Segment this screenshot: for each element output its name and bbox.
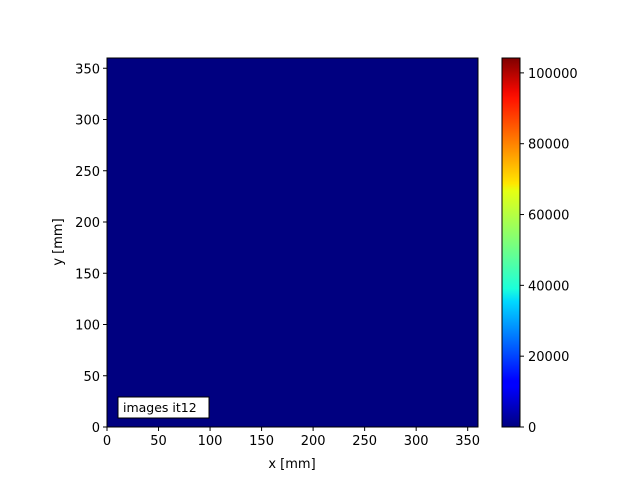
plot-area: 0 50 100 150 200 250 300 350 0 50 100 150 200 250 300 3… (75, 57, 480, 449)
x-tick-label: 300 (404, 434, 429, 449)
annotation-text: images it12 (123, 400, 197, 415)
y-tick-label: 300 (75, 114, 100, 129)
y-tick-label: 50 (83, 370, 100, 385)
x-tick-label: 150 (249, 434, 274, 449)
colorbar: 0 20000 40000 60000 80000 100000 (501, 57, 578, 436)
plot-frame (106, 57, 479, 428)
colorbar-tick-label: 20000 (528, 350, 569, 365)
annotation-box: images it12 (117, 396, 210, 419)
y-tick-label: 0 (92, 421, 100, 436)
colorbar-tick-label: 80000 (528, 138, 569, 153)
y-axis-label: y [mm] (51, 218, 66, 265)
colorbar-gradient (501, 57, 521, 428)
y-tick-label: 350 (75, 62, 100, 77)
x-tick-label: 350 (455, 434, 480, 449)
y-tick-label: 100 (75, 319, 100, 334)
colorbar-tick-label: 0 (528, 421, 536, 436)
colorbar-tick-label: 60000 (528, 209, 569, 224)
x-tick-label: 100 (198, 434, 223, 449)
x-axis-label: x [mm] (268, 457, 315, 472)
x-tick-label: 0 (103, 434, 111, 449)
x-tick-label: 250 (352, 434, 377, 449)
y-tick-label: 250 (75, 165, 100, 180)
x-tick-label: 50 (150, 434, 167, 449)
colorbar-tick-label: 40000 (528, 279, 569, 294)
heatmap-cell (107, 58, 478, 427)
x-tick-label: 200 (301, 434, 326, 449)
y-tick-label: 150 (75, 267, 100, 282)
colorbar-tick-label: 100000 (528, 67, 578, 82)
y-tick-label: 200 (75, 216, 100, 231)
